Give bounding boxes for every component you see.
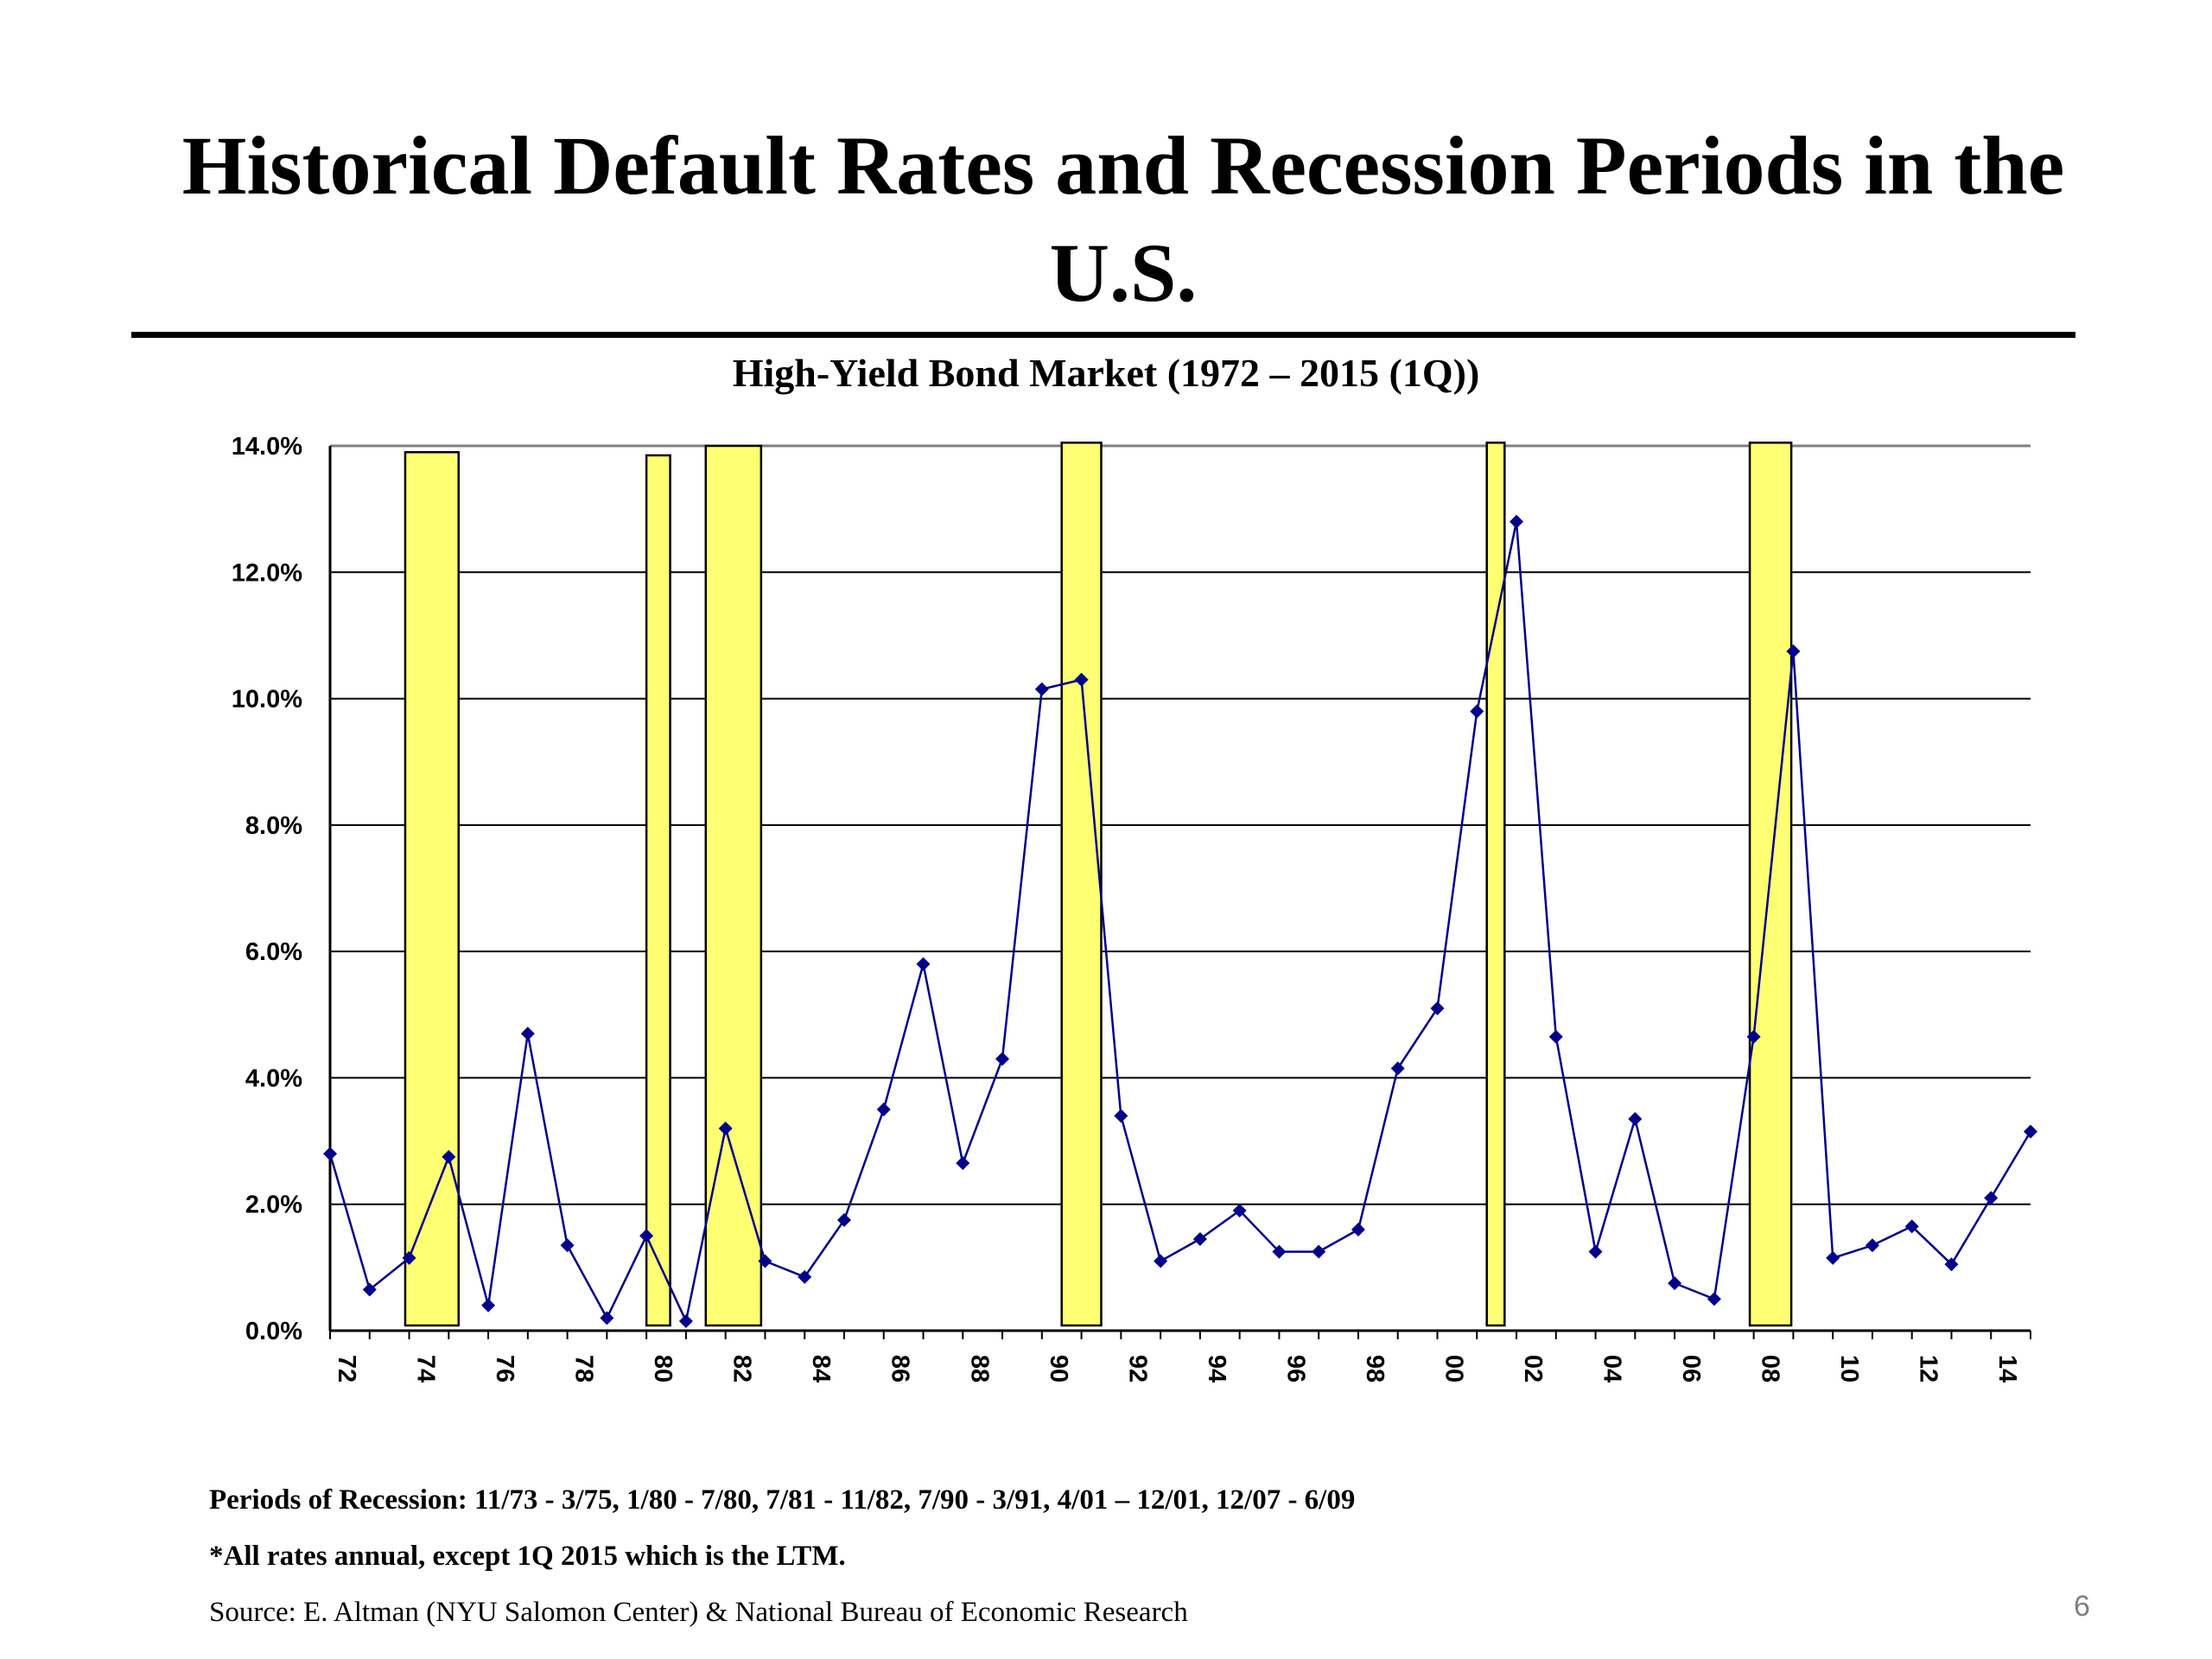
data-points xyxy=(323,514,2037,1329)
data-point xyxy=(639,1229,654,1243)
recession-band xyxy=(1060,442,1103,1327)
data-point xyxy=(1944,1257,1959,1272)
data-point xyxy=(1470,704,1484,719)
data-point xyxy=(1588,1244,1603,1259)
x-tick-label: 04 xyxy=(1599,1355,1626,1382)
x-tick-label: 14 xyxy=(1993,1355,2021,1382)
chart-title: High-Yield Bond Market (1972 – 2015 (1Q)… xyxy=(732,351,1480,395)
x-tick-label: 78 xyxy=(570,1355,598,1382)
recession-bands xyxy=(404,442,1793,1327)
data-point xyxy=(442,1149,456,1164)
y-tick-label: 8.0% xyxy=(245,812,302,840)
data-point xyxy=(798,1269,812,1284)
data-point xyxy=(560,1238,575,1253)
data-point xyxy=(1312,1244,1326,1259)
x-tick-label: 10 xyxy=(1835,1355,1863,1382)
y-tick-label: 4.0% xyxy=(245,1065,302,1092)
default-rate-chart: 0.0% 2.0% 4.0% 6.0% 8.0% 10.0% 12.0% 14.0% 72 74 7… xyxy=(232,433,2037,1382)
data-point xyxy=(876,1103,891,1116)
title-divider xyxy=(131,332,2075,338)
data-point xyxy=(520,1027,535,1041)
x-tick-label: 06 xyxy=(1677,1355,1705,1382)
data-point xyxy=(1272,1244,1287,1259)
series-line xyxy=(328,521,2032,1325)
x-tick-label: 92 xyxy=(1123,1355,1151,1382)
y-tick-label: 12.0% xyxy=(232,559,302,587)
data-point xyxy=(1668,1276,1682,1291)
data-point xyxy=(1746,1029,1761,1044)
x-tick-label: 88 xyxy=(965,1355,993,1382)
data-point xyxy=(1707,1292,1721,1306)
data-point xyxy=(2024,1124,2037,1139)
data-point xyxy=(1628,1111,1643,1126)
axes xyxy=(328,446,2031,1339)
y-tick-label: 2.0% xyxy=(245,1192,302,1219)
data-point xyxy=(1114,1109,1128,1123)
data-point xyxy=(836,1213,851,1227)
data-point xyxy=(1865,1238,1879,1253)
data-point xyxy=(1984,1191,1999,1205)
slide-title: Historical Default Rates and Recession P… xyxy=(181,119,2065,319)
recession-band xyxy=(1748,442,1793,1327)
x-tick-label: 90 xyxy=(1045,1355,1072,1382)
data-point xyxy=(1074,672,1089,687)
x-tick-label: 00 xyxy=(1440,1355,1467,1382)
data-point xyxy=(1904,1219,1919,1234)
data-point xyxy=(1510,514,1524,529)
default-rate-series xyxy=(328,521,2032,1325)
page-number: 6 xyxy=(2074,1590,2090,1623)
data-point xyxy=(956,1156,970,1171)
data-point xyxy=(678,1314,693,1329)
recession-band xyxy=(1485,442,1506,1327)
data-point xyxy=(1826,1250,1840,1265)
data-point xyxy=(758,1254,772,1268)
data-point xyxy=(1232,1204,1247,1218)
x-tick-label: 80 xyxy=(649,1355,677,1382)
x-tick-label: 08 xyxy=(1757,1355,1784,1382)
x-tick-label: 82 xyxy=(728,1355,756,1382)
y-tick-label: 10.0% xyxy=(232,686,302,714)
y-tick-label: 14.0% xyxy=(232,433,302,461)
data-point xyxy=(600,1311,614,1325)
data-point xyxy=(1430,1001,1445,1015)
recession-periods-note: Periods of Recession: 11/73 - 3/75, 1/80… xyxy=(209,1484,1356,1516)
source-note: Source: E. Altman (NYU Salomon Center) &… xyxy=(209,1597,1188,1628)
rates-footnote: *All rates annual, except 1Q 2015 which … xyxy=(209,1541,846,1572)
x-tick-label: 86 xyxy=(887,1355,914,1382)
data-point xyxy=(1154,1254,1168,1268)
data-point xyxy=(1390,1061,1405,1076)
data-point xyxy=(995,1052,1010,1066)
data-point xyxy=(916,957,931,971)
x-tick-label: 12 xyxy=(1915,1355,1942,1382)
data-point xyxy=(1351,1222,1365,1236)
x-tick-label: 96 xyxy=(1281,1355,1309,1382)
x-tick-label: 72 xyxy=(333,1355,360,1382)
recession-band xyxy=(704,444,763,1327)
x-tick-label: 98 xyxy=(1361,1355,1389,1382)
y-tick-label: 0.0% xyxy=(245,1318,302,1345)
x-tick-label: 94 xyxy=(1203,1355,1230,1382)
recession-band xyxy=(645,454,671,1327)
x-tick-label: 76 xyxy=(491,1355,518,1382)
x-tick-label: 74 xyxy=(412,1355,440,1382)
data-point xyxy=(1548,1029,1563,1044)
x-tick-label: 02 xyxy=(1519,1355,1547,1382)
data-point xyxy=(1034,682,1049,696)
data-point xyxy=(1192,1231,1207,1246)
data-point xyxy=(362,1282,377,1297)
recession-band xyxy=(404,451,460,1327)
y-tick-label: 6.0% xyxy=(245,938,302,966)
data-point xyxy=(718,1121,733,1135)
tick-labels: 0.0% 2.0% 4.0% 6.0% 8.0% 10.0% 12.0% 14.0% 72 74 7… xyxy=(232,433,2021,1382)
data-point xyxy=(481,1298,496,1313)
data-point xyxy=(402,1250,416,1265)
x-tick-label: 84 xyxy=(807,1355,835,1382)
data-point xyxy=(323,1147,337,1161)
data-point xyxy=(1786,644,1801,658)
